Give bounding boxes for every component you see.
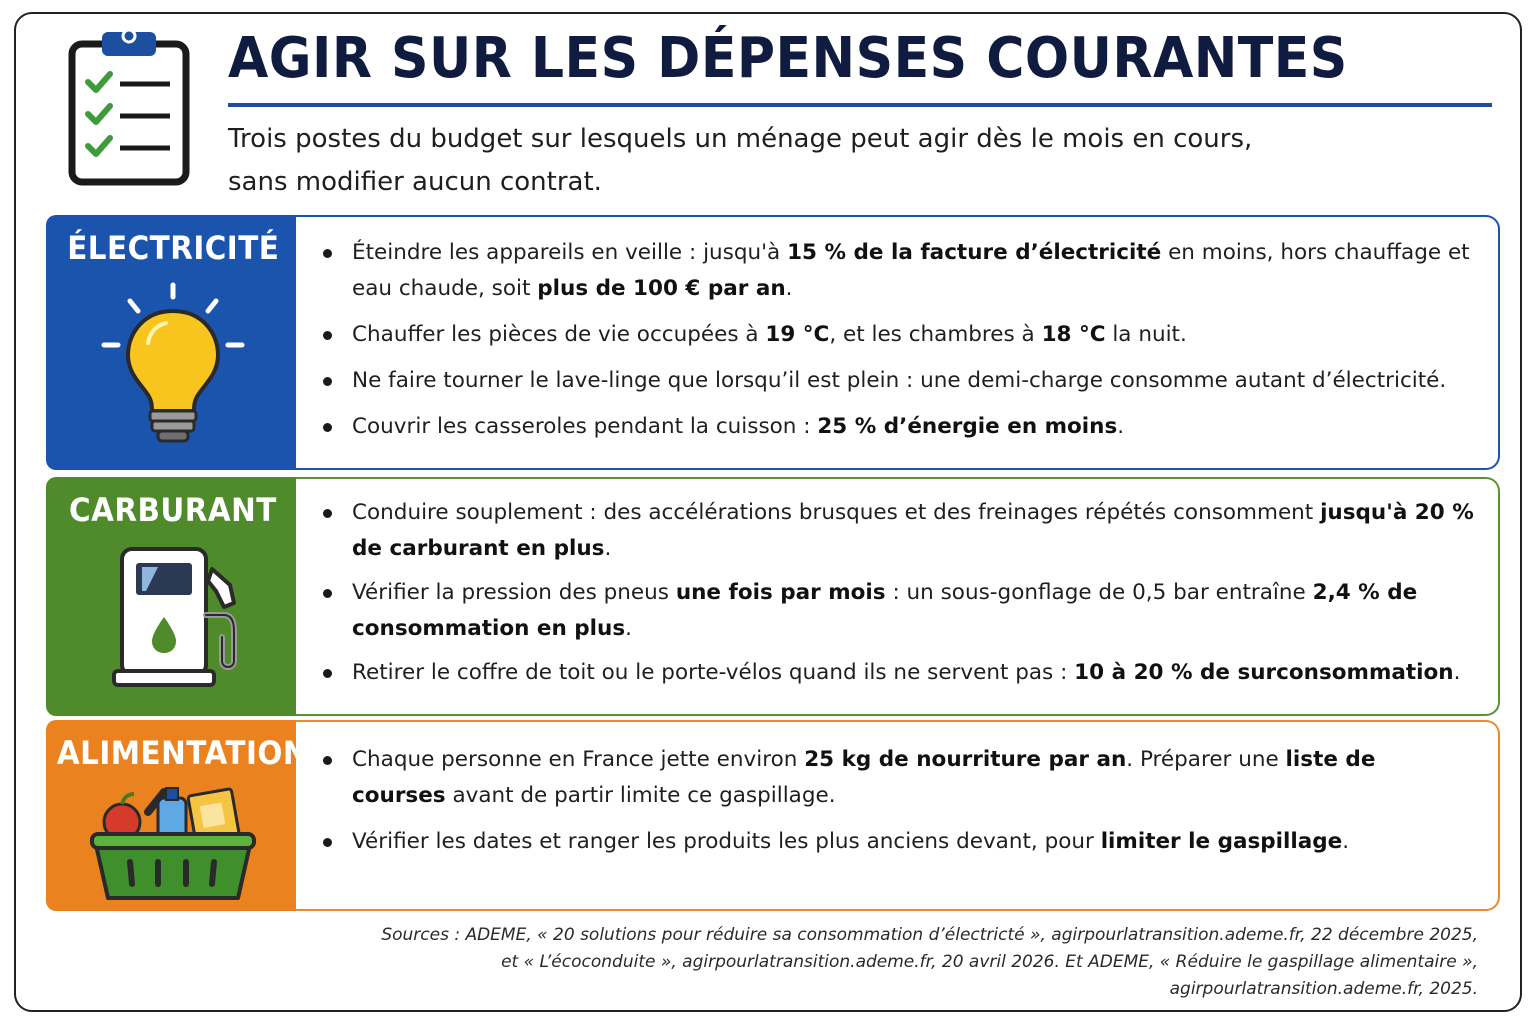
carburant-tips-list: Conduire souplement : des accélérations … — [316, 495, 1476, 699]
page-title: AGIR SUR LES DÉPENSES COURANTES — [228, 26, 1348, 91]
section-alimentation: ALIMENTATION Chaque personne en France j… — [46, 720, 1500, 911]
tip-item: Couvrir les casseroles pendant la cuisso… — [316, 409, 1476, 445]
tip-highlight: 18 °C — [1041, 322, 1106, 347]
tip-text: Ne faire tourner le lave-linge que lorsq… — [352, 368, 1447, 393]
section-content-panel — [296, 215, 1500, 470]
tip-text: . — [1453, 660, 1461, 685]
tip-highlight: plus de 100 € par an — [537, 276, 786, 301]
section-label: ALIMENTATION — [56, 734, 308, 772]
tip-highlight: 25 kg de nourriture par an — [804, 747, 1127, 772]
section-label: CARBURANT — [69, 491, 277, 529]
subtitle-line-1: Trois postes du budget sur lesquels un m… — [228, 124, 1253, 154]
tip-highlight: une fois par mois — [675, 580, 886, 605]
tip-highlight: 10 à 20 % de surconsommation — [1074, 660, 1454, 685]
clipboard-checklist-icon — [68, 28, 190, 186]
tip-item: Retirer le coffre de toit ou le porte-vé… — [316, 655, 1476, 691]
tip-item: Chaque personne en France jette environ … — [316, 742, 1476, 814]
tip-item: Éteindre les appareils en veille : jusqu… — [316, 235, 1476, 307]
tip-highlight: 15 % de la facture d’électricité — [787, 240, 1162, 265]
grocery-basket-icon — [90, 787, 256, 900]
sources-line-2: et « L’écoconduite », agirpourlatransiti… — [501, 952, 1478, 972]
tip-highlight: limiter le gaspillage — [1100, 829, 1343, 854]
subtitle-line-2: sans modifier aucun contrat. — [228, 167, 602, 197]
tip-item: Vérifier la pression des pneus une fois … — [316, 575, 1476, 647]
tip-text: avant de partir limite ce gaspillage. — [445, 783, 836, 808]
fuel-pump-icon — [112, 547, 237, 687]
tip-text: , et les chambres à — [829, 322, 1042, 347]
tip-text: . — [604, 536, 612, 561]
sources-line-1: Sources : ADEME, « 20 solutions pour réd… — [381, 925, 1478, 945]
tip-text: . — [1117, 414, 1125, 439]
title-underline — [228, 103, 1492, 107]
tip-text: en moins, hors chauffage et eau chaude, … — [352, 240, 1470, 301]
tip-text: . — [785, 276, 793, 301]
page-subtitle: Trois postes du budget sur lesquels un m… — [228, 118, 1328, 204]
tip-text: Conduire souplement : des accélérations … — [352, 500, 1321, 525]
tip-highlight: 19 °C — [765, 322, 830, 347]
section-electricite: ÉLECTRICITÉ Éteindre les appareils en ve… — [46, 215, 1500, 470]
tip-text: la nuit. — [1105, 322, 1187, 347]
tip-text: Vérifier les dates et ranger les produit… — [352, 829, 1101, 854]
section-content-panel — [296, 477, 1500, 716]
section-label: ÉLECTRICITÉ — [66, 229, 280, 267]
tip-text: : un sous-gonflage de 0,5 bar entraîne — [885, 580, 1313, 605]
tip-highlight: 25 % d’énergie en moins — [817, 414, 1118, 439]
sources-line-3: agirpourlatransition.ademe.fr, 2025. — [1169, 979, 1478, 999]
tip-text: . — [1342, 829, 1350, 854]
tip-item: Chauffer les pièces de vie occupées à 19… — [316, 317, 1476, 353]
tip-text: . — [625, 616, 632, 641]
tip-text: Couvrir les casseroles pendant la cuisso… — [352, 414, 818, 439]
tip-item: Conduire souplement : des accélérations … — [316, 495, 1476, 567]
tip-highlight: liste de courses — [352, 747, 1376, 808]
electricite-tips-list: Éteindre les appareils en veille : jusqu… — [316, 235, 1476, 455]
tip-text: Chauffer les pièces de vie occupées à — [352, 322, 766, 347]
section-content-panel — [296, 720, 1500, 911]
section-carburant: CARBURANT Conduire souplement : des accé… — [46, 477, 1500, 716]
tip-text: Chaque personne en France jette environ — [352, 747, 805, 772]
tip-text: Éteindre les appareils en veille : jusqu… — [352, 240, 788, 265]
tip-text: Retirer le coffre de toit ou le porte-vé… — [352, 660, 1075, 685]
sources-footnote: Sources : ADEME, « 20 solutions pour réd… — [218, 922, 1478, 1003]
tip-highlight: jusqu'à 20 % de carburant en plus — [352, 500, 1474, 561]
tip-text: Vérifier la pression des pneus — [352, 580, 676, 605]
tip-text: . Préparer une — [1126, 747, 1286, 772]
tip-item: Vérifier les dates et ranger les produit… — [316, 824, 1476, 860]
alimentation-tips-list: Chaque personne en France jette environ … — [316, 742, 1476, 870]
tip-highlight: 2,4 % de consommation en plus — [352, 580, 1418, 641]
light-bulb-icon — [101, 282, 245, 443]
tip-item: Ne faire tourner le lave-linge que lorsq… — [316, 363, 1476, 399]
